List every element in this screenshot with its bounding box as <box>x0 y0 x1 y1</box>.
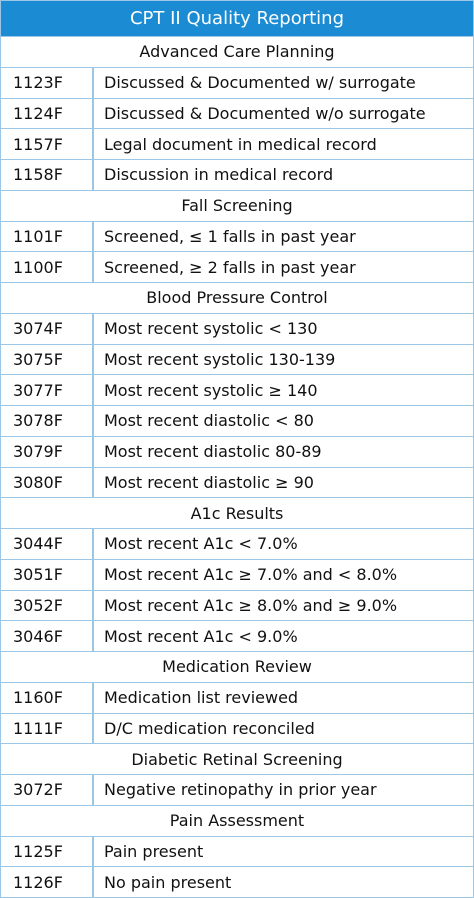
table-title: CPT II Quality Reporting <box>1 1 473 36</box>
table-row: 3075F Most recent systolic 130-139 <box>1 343 473 375</box>
table-row: 3052F Most recent A1c ≥ 8.0% and ≥ 9.0% <box>1 589 473 621</box>
description-cell: Most recent systolic 130-139 <box>104 349 336 369</box>
code-cell: 1101F <box>1 221 94 252</box>
table-row: 3051F Most recent A1c ≥ 7.0% and < 8.0% <box>1 558 473 590</box>
code-cell: 3075F <box>1 344 94 375</box>
description-cell: Discussed & Documented w/ surrogate <box>104 73 416 93</box>
table-row: 1101F Screened, ≤ 1 falls in past year <box>1 220 473 252</box>
section-header: A1c Results <box>1 497 473 528</box>
code-cell: 1111F <box>1 713 94 744</box>
description-cell: Most recent diastolic 80-89 <box>104 442 322 462</box>
description-cell: Discussed & Documented w/o surrogate <box>104 103 426 123</box>
code-cell: 3080F <box>1 467 94 498</box>
table-row: 3046F Most recent A1c < 9.0% <box>1 620 473 651</box>
table-row: 1158F Discussion in medical record <box>1 159 473 190</box>
section-header: Pain Assessment <box>1 804 473 836</box>
description-cell: Most recent A1c ≥ 7.0% and < 8.0% <box>104 565 398 585</box>
code-cell: 1125F <box>1 836 94 867</box>
table-row: 3044F Most recent A1c < 7.0% <box>1 528 473 559</box>
code-cell: 3051F <box>1 559 94 590</box>
section-header: Diabetic Retinal Screening <box>1 743 473 774</box>
description-cell: Pain present <box>104 841 204 861</box>
table-row: 3080F Most recent diastolic ≥ 90 <box>1 466 473 498</box>
table-row: 1160F Medication list reviewed <box>1 681 473 713</box>
table-row: 3079F Most recent diastolic 80-89 <box>1 435 473 467</box>
table-row: 1157F Legal document in medical record <box>1 128 473 159</box>
table-row: 1125F Pain present <box>1 835 473 867</box>
table-row: 1126F No pain present <box>1 866 473 897</box>
section-header: Blood Pressure Control <box>1 282 473 313</box>
description-cell: Most recent systolic ≥ 140 <box>104 380 318 400</box>
code-cell: 1123F <box>1 67 94 98</box>
code-cell: 1126F <box>1 867 94 897</box>
code-cell: 3044F <box>1 529 94 559</box>
table-row: 1123F Discussed & Documented w/ surrogate <box>1 66 473 98</box>
code-cell: 3079F <box>1 436 94 467</box>
code-cell: 3078F <box>1 406 94 436</box>
description-cell: Most recent diastolic < 80 <box>104 411 314 431</box>
description-cell: Most recent A1c < 9.0% <box>104 626 298 646</box>
code-cell: 3046F <box>1 621 94 651</box>
description-cell: Medication list reviewed <box>104 688 299 708</box>
code-cell: 3072F <box>1 775 94 805</box>
description-cell: Negative retinopathy in prior year <box>104 780 377 800</box>
description-cell: Screened, ≥ 2 falls in past year <box>104 257 356 277</box>
table-row: 3078F Most recent diastolic < 80 <box>1 405 473 436</box>
code-cell: 1100F <box>1 252 94 282</box>
table-row: 1111F D/C medication reconciled <box>1 712 473 744</box>
table-row: 1100F Screened, ≥ 2 falls in past year <box>1 251 473 282</box>
table-row: 3077F Most recent systolic ≥ 140 <box>1 374 473 405</box>
description-cell: Most recent A1c < 7.0% <box>104 534 298 554</box>
code-cell: 1124F <box>1 98 94 129</box>
table-row: 1124F Discussed & Documented w/o surrogat… <box>1 97 473 129</box>
description-cell: Most recent diastolic ≥ 90 <box>104 472 314 492</box>
table-row: 3074F Most recent systolic < 130 <box>1 312 473 344</box>
section-header: Advanced Care Planning <box>1 36 473 67</box>
code-cell: 3052F <box>1 590 94 621</box>
code-cell: 3077F <box>1 375 94 405</box>
code-cell: 1157F <box>1 129 94 159</box>
code-cell: 3074F <box>1 313 94 344</box>
description-cell: Most recent A1c ≥ 8.0% and ≥ 9.0% <box>104 595 398 615</box>
description-cell: No pain present <box>104 872 232 892</box>
table-row: 3072F Negative retinopathy in prior year <box>1 774 473 805</box>
description-cell: D/C medication reconciled <box>104 718 315 738</box>
description-cell: Legal document in medical record <box>104 134 377 154</box>
section-header: Medication Review <box>1 651 473 682</box>
code-cell: 1160F <box>1 682 94 713</box>
section-header: Fall Screening <box>1 189 473 221</box>
code-cell: 1158F <box>1 160 94 190</box>
description-cell: Most recent systolic < 130 <box>104 319 318 339</box>
description-cell: Screened, ≤ 1 falls in past year <box>104 226 356 246</box>
description-cell: Discussion in medical record <box>104 165 334 185</box>
